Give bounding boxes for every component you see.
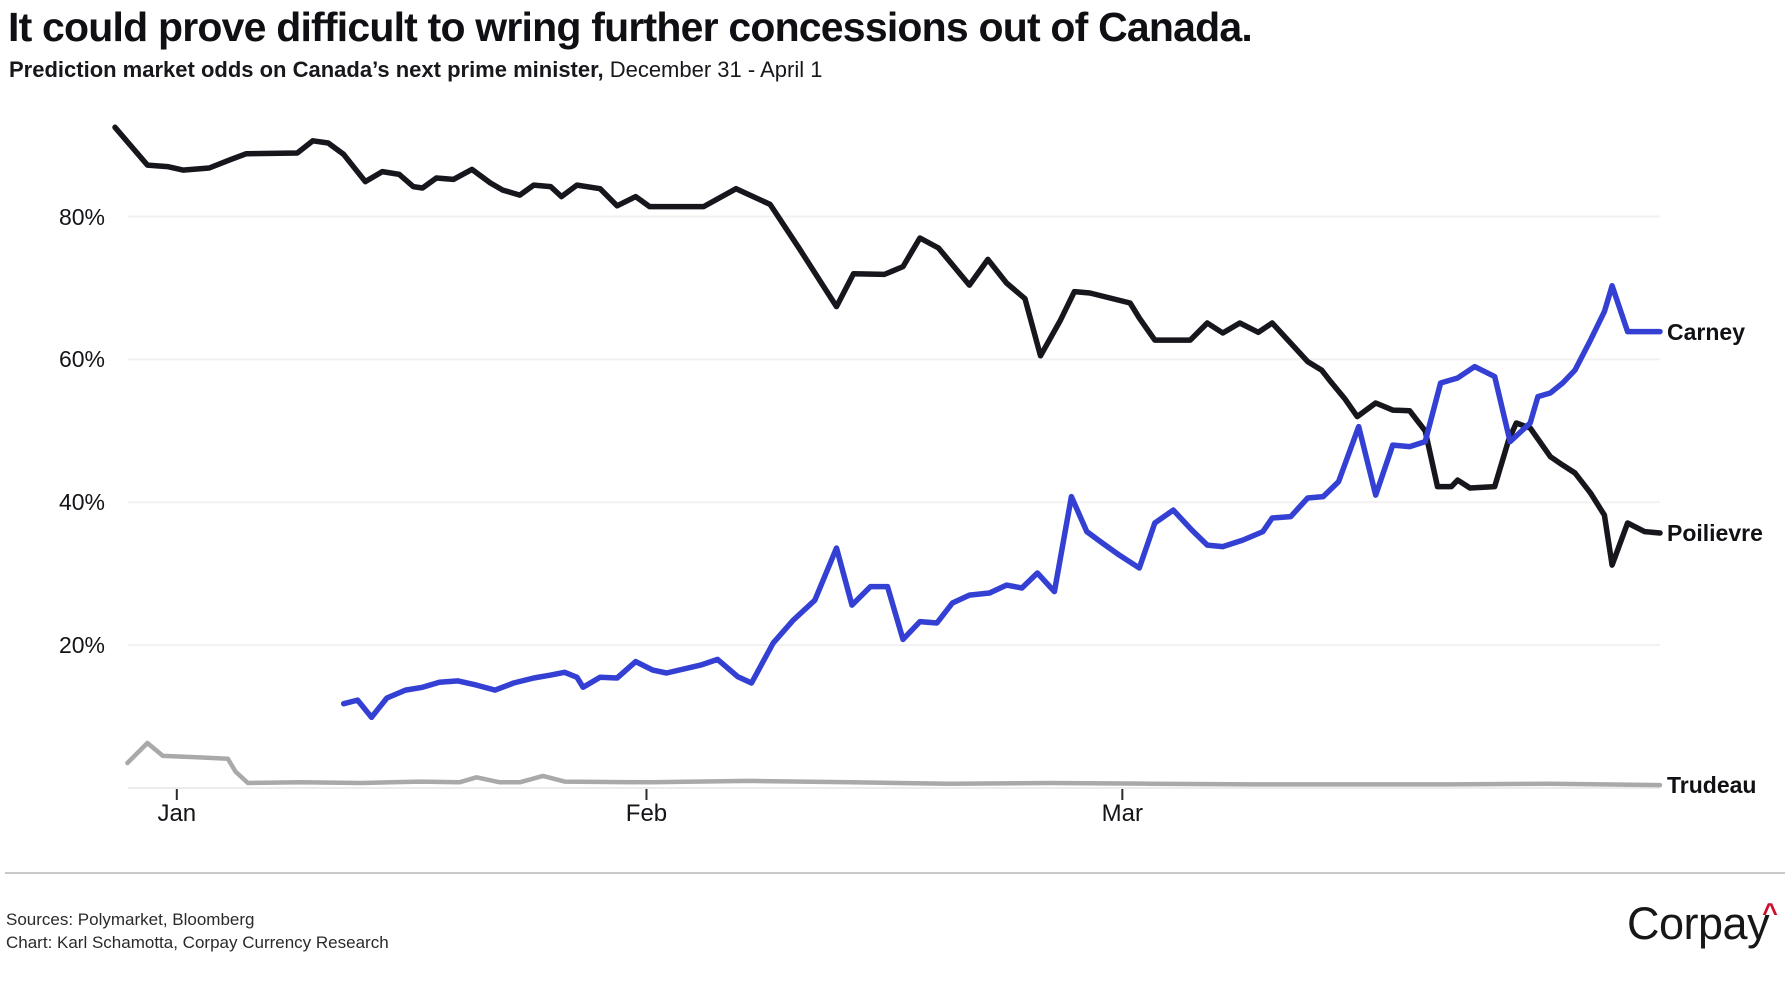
series-label-poilievre: Poilievre [1667, 519, 1763, 546]
x-axis-label-mar: Mar [1101, 800, 1143, 827]
footer-credits: Sources: Polymarket, Bloomberg Chart: Ka… [6, 908, 389, 954]
corpay-wordmark: Corpay [1627, 898, 1770, 949]
y-axis-label-80: 80% [58, 203, 105, 230]
subtitle-date-range: December 31 - April 1 [603, 57, 823, 82]
y-axis-label-20: 20% [58, 632, 105, 659]
series-line-poilievre [112, 124, 1663, 568]
page-title: It could prove difficult to wring furthe… [8, 4, 1253, 50]
x-axis-label-jan: Jan [157, 800, 197, 827]
x-axis-label-feb: Feb [625, 800, 668, 827]
series-line-trudeau [125, 740, 1663, 788]
chart-credit-line: Chart: Karl Schamotta, Corpay Currency R… [6, 933, 389, 952]
series-label-carney: Carney [1667, 318, 1745, 345]
series-line-carney [340, 283, 1663, 721]
subtitle-text: Prediction market odds on Canada’s next … [9, 57, 604, 82]
series-label-trudeau: Trudeau [1667, 772, 1757, 799]
chart-subtitle: Prediction market odds on Canada’s next … [9, 57, 822, 83]
footer-divider [5, 872, 1785, 874]
y-axis-label-40: 40% [58, 489, 105, 516]
y-axis-label-60: 60% [58, 346, 105, 373]
sources-line: Sources: Polymarket, Bloomberg [6, 910, 255, 929]
corpay-caret-icon: ^ [1762, 898, 1778, 928]
corpay-logo: Corpay^ [1627, 898, 1778, 950]
